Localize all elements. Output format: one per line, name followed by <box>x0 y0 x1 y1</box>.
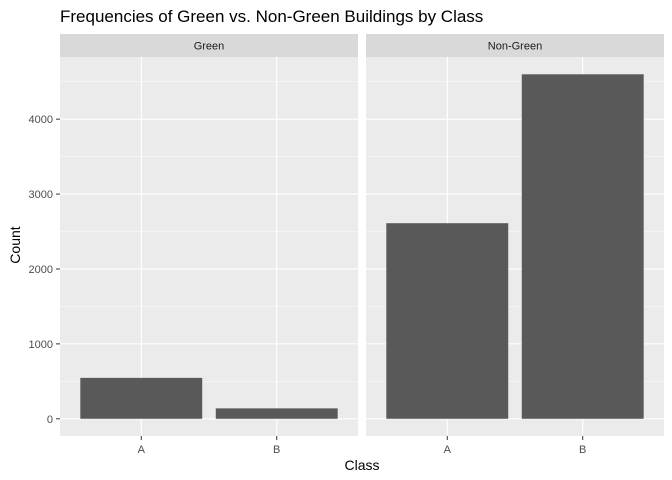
facet-strip-label: Green <box>194 41 225 53</box>
facet-strip <box>366 34 664 57</box>
y-axis-title: Count <box>7 226 23 263</box>
x-tick-label: A <box>444 444 452 456</box>
x-tick-label: B <box>273 444 280 456</box>
bar-non-green-b <box>521 74 644 419</box>
bar-green-b <box>215 408 338 419</box>
y-tick-label: 3000 <box>29 189 53 201</box>
x-tick-label: B <box>579 444 586 456</box>
y-tick-label: 1000 <box>29 339 53 351</box>
facet-strip-label: Non-Green <box>488 41 542 53</box>
y-tick-label: 0 <box>47 414 53 426</box>
chart-title: Frequencies of Green vs. Non-Green Build… <box>60 7 483 26</box>
bar-non-green-a <box>386 223 509 419</box>
facet-panel-green: Green A B <box>60 34 358 456</box>
y-tick-label: 2000 <box>29 264 53 276</box>
facet-strip <box>60 34 358 57</box>
y-axis: 0 1000 2000 3000 4000 <box>29 114 60 426</box>
facet-panels: Green A B Non-Green A B <box>60 34 664 456</box>
x-tick-label: A <box>138 444 146 456</box>
panel-background <box>60 57 358 436</box>
bar-green-a <box>80 377 203 419</box>
facet-panel-non-green: Non-Green A B <box>366 34 664 456</box>
x-axis-title: Class <box>344 457 379 473</box>
y-tick-label: 4000 <box>29 114 53 126</box>
